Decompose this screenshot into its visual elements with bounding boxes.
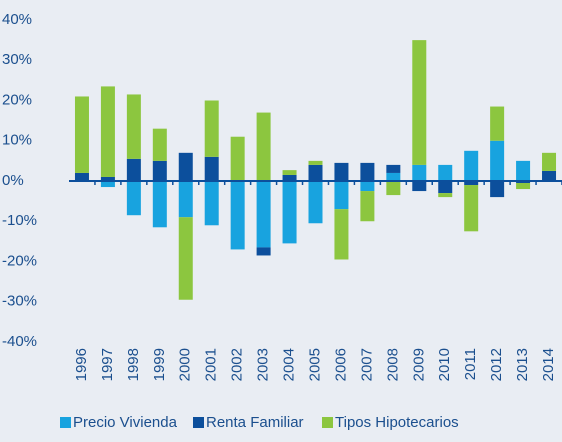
x-tick-label: 2002 <box>229 348 246 381</box>
bar-segment <box>100 176 115 181</box>
bar-segment <box>490 181 505 198</box>
bar-segment <box>464 181 479 186</box>
bar-segment <box>178 217 193 300</box>
bar-segment <box>204 181 219 226</box>
bar-segment <box>178 181 193 218</box>
x-tick-label: 1997 <box>99 348 116 381</box>
legend-swatch <box>193 417 204 428</box>
bar-segment <box>386 164 401 173</box>
legend-swatch <box>322 417 333 428</box>
x-tick-label: 2005 <box>306 348 323 381</box>
bar-segment <box>74 172 89 181</box>
bar-segment <box>490 106 505 141</box>
bar-segment <box>256 112 271 181</box>
x-tick-label: 2008 <box>384 348 401 381</box>
bar-segment <box>516 160 531 181</box>
bar-segment <box>100 86 115 177</box>
bar-segment <box>412 164 427 181</box>
bar-segment <box>126 181 141 216</box>
x-tick-label: 2001 <box>203 348 220 381</box>
x-tick-label: 1998 <box>125 348 142 381</box>
x-tick-label: 2007 <box>358 348 375 381</box>
bar-segment <box>516 183 531 190</box>
bar-segment <box>282 181 297 244</box>
bar-segment <box>334 181 349 210</box>
legend-label: Renta Familiar <box>206 414 304 431</box>
x-tick-label: 2011 <box>462 348 479 380</box>
bar-segment <box>516 181 531 184</box>
x-tick-label: 2009 <box>410 348 427 381</box>
y-tick-label: -10% <box>2 212 37 229</box>
x-tick-label: 2000 <box>177 348 194 381</box>
x-tick-label: 2003 <box>255 348 272 381</box>
legend-label: Precio Vivienda <box>73 414 178 431</box>
bar-segment <box>230 181 245 250</box>
bar-segment <box>438 164 453 181</box>
bar-segment <box>360 162 375 181</box>
bar-segment <box>308 160 323 165</box>
bar-segment <box>308 181 323 224</box>
bar-segment <box>438 193 453 198</box>
bar-segment <box>256 247 271 256</box>
bar-segment <box>360 181 375 192</box>
bar-segment <box>126 94 141 159</box>
bar-segment <box>74 96 89 173</box>
bar-segment <box>256 181 271 248</box>
bar-segment <box>438 181 453 194</box>
bar-segment <box>464 185 479 232</box>
bar-segment <box>204 100 219 157</box>
y-tick-label: 0% <box>2 172 24 189</box>
y-tick-label: -40% <box>2 333 37 350</box>
bar-segment <box>204 156 219 181</box>
x-tick-label: 1999 <box>151 348 168 381</box>
y-tick-label: 40% <box>2 11 32 28</box>
bar-segment <box>334 209 349 260</box>
y-tick-label: 10% <box>2 132 32 149</box>
bar-segment <box>178 152 193 181</box>
y-tick-label: 20% <box>2 91 32 108</box>
y-tick-label: -20% <box>2 252 37 269</box>
x-tick-label: 2012 <box>488 348 505 381</box>
bar-segment <box>542 170 557 181</box>
bar-segment <box>360 191 375 222</box>
bar-segment <box>282 170 297 175</box>
y-tick-label: -30% <box>2 293 37 310</box>
x-tick-label: 2010 <box>436 348 453 381</box>
y-tick-label: 30% <box>2 51 32 68</box>
bar-segment <box>230 136 245 181</box>
bar-segment <box>334 162 349 181</box>
bar-segment <box>100 181 115 188</box>
bar-segment <box>542 152 557 171</box>
bar-segment <box>152 181 167 228</box>
x-tick-label: 2004 <box>281 348 298 381</box>
legend-label: Tipos Hipotecarios <box>335 414 459 431</box>
bar-segment <box>412 40 427 165</box>
bar-segment <box>152 128 167 161</box>
bar-segment <box>386 181 401 196</box>
x-tick-label: 1996 <box>73 348 90 381</box>
x-tick-label: 2014 <box>540 348 557 381</box>
bar-segment <box>386 172 401 181</box>
x-tick-label: 2006 <box>332 348 349 381</box>
bar-segment <box>282 174 297 181</box>
bar-segment <box>412 181 427 192</box>
bar-segment <box>464 150 479 181</box>
bar-segment <box>152 160 167 181</box>
legend-swatch <box>60 417 71 428</box>
bar-segment <box>490 140 505 181</box>
x-tick-label: 2013 <box>514 348 531 381</box>
bar-segment <box>308 164 323 181</box>
bar-segment <box>126 158 141 181</box>
